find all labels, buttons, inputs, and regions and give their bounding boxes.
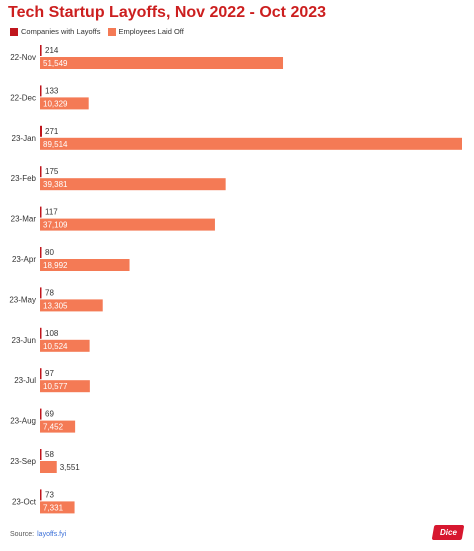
companies-bar bbox=[40, 287, 42, 299]
companies-value-label: 69 bbox=[45, 410, 54, 419]
legend-item-companies: Companies with Layoffs bbox=[10, 27, 101, 36]
employees-bar bbox=[40, 380, 90, 393]
companies-value-label: 58 bbox=[45, 450, 54, 459]
companies-value-label: 80 bbox=[45, 248, 54, 257]
companies-value-label: 97 bbox=[45, 369, 54, 378]
companies-bar bbox=[40, 166, 42, 178]
companies-value-label: 78 bbox=[45, 288, 54, 297]
category-label: 23-Sep bbox=[10, 457, 36, 466]
category-label: 23-Mar bbox=[11, 215, 37, 224]
source-label: Source: bbox=[10, 531, 35, 538]
source-note: Source: layoffs.fyi bbox=[10, 531, 66, 538]
companies-value-label: 133 bbox=[45, 86, 59, 95]
category-label: 22-Nov bbox=[10, 53, 36, 62]
category-label: 23-Jul bbox=[14, 376, 36, 385]
companies-bar bbox=[40, 247, 42, 258]
employees-bar bbox=[40, 137, 462, 150]
companies-bar bbox=[40, 125, 42, 137]
companies-value-label: 175 bbox=[45, 167, 59, 176]
legend-label-employees: Employees Laid Off bbox=[118, 27, 184, 36]
employees-value-label: 18,992 bbox=[43, 261, 68, 270]
employees-value-label: 51,549 bbox=[43, 59, 68, 68]
employees-value-label: 39,381 bbox=[43, 180, 68, 189]
category-label: 23-Jun bbox=[12, 336, 36, 345]
employees-value-label: 7,331 bbox=[43, 503, 64, 512]
employees-value-label: 10,577 bbox=[43, 382, 68, 391]
category-label: 23-Jan bbox=[12, 134, 36, 143]
employees-value-label: 13,305 bbox=[43, 301, 68, 310]
employees-bar bbox=[40, 218, 215, 231]
employees-value-label: 3,551 bbox=[60, 463, 81, 472]
category-label: 23-May bbox=[9, 295, 36, 304]
companies-bar bbox=[40, 206, 42, 218]
employees-bar bbox=[40, 259, 130, 271]
employees-bar bbox=[40, 461, 57, 473]
employees-bar bbox=[40, 97, 89, 110]
employees-bar bbox=[40, 57, 284, 69]
category-label: 23-Aug bbox=[10, 417, 36, 426]
employees-value-label: 10,524 bbox=[43, 342, 68, 351]
employees-bar bbox=[40, 501, 75, 514]
legend-label-companies: Companies with Layoffs bbox=[21, 27, 101, 36]
dice-logo: Dice bbox=[431, 525, 465, 540]
category-label: 23-Oct bbox=[12, 497, 37, 506]
category-label: 23-Feb bbox=[11, 174, 37, 183]
companies-bar bbox=[40, 368, 42, 380]
dice-logo-text: Dice bbox=[439, 528, 457, 537]
chart-legend: Companies with Layoffs Employees Laid Of… bbox=[10, 27, 191, 36]
employees-value-label: 89,514 bbox=[43, 140, 68, 149]
employees-value-label: 10,329 bbox=[43, 99, 68, 108]
companies-bar bbox=[40, 327, 42, 339]
employees-bar bbox=[40, 339, 90, 352]
companies-value-label: 214 bbox=[45, 46, 59, 55]
employees-value-label: 37,109 bbox=[43, 221, 68, 230]
legend-swatch-employees bbox=[107, 27, 116, 36]
companies-value-label: 108 bbox=[45, 329, 59, 338]
source-link[interactable]: layoffs.fyi bbox=[37, 531, 67, 538]
companies-value-label: 271 bbox=[45, 127, 59, 136]
legend-item-employees: Employees Laid Off bbox=[107, 27, 184, 36]
companies-bar bbox=[40, 449, 42, 460]
companies-bar bbox=[40, 408, 42, 420]
companies-value-label: 117 bbox=[45, 208, 58, 217]
chart-title: Tech Startup Layoffs, Nov 2022 - Oct 202… bbox=[8, 4, 327, 21]
companies-bar bbox=[40, 45, 42, 56]
category-label: 23-Apr bbox=[12, 255, 36, 264]
employees-bar bbox=[40, 420, 76, 433]
bar-chart: 22-Nov 214 51,549 22-Dec 133 10,329 23-Jan 271 8… bbox=[9, 45, 462, 514]
employees-bar bbox=[40, 178, 226, 191]
employees-bar bbox=[40, 299, 103, 312]
companies-bar bbox=[40, 85, 42, 97]
companies-bar bbox=[40, 489, 42, 501]
employees-value-label: 7,452 bbox=[43, 423, 64, 432]
companies-value-label: 73 bbox=[45, 490, 54, 499]
category-label: 22-Dec bbox=[10, 93, 36, 102]
legend-swatch-companies bbox=[10, 27, 18, 36]
